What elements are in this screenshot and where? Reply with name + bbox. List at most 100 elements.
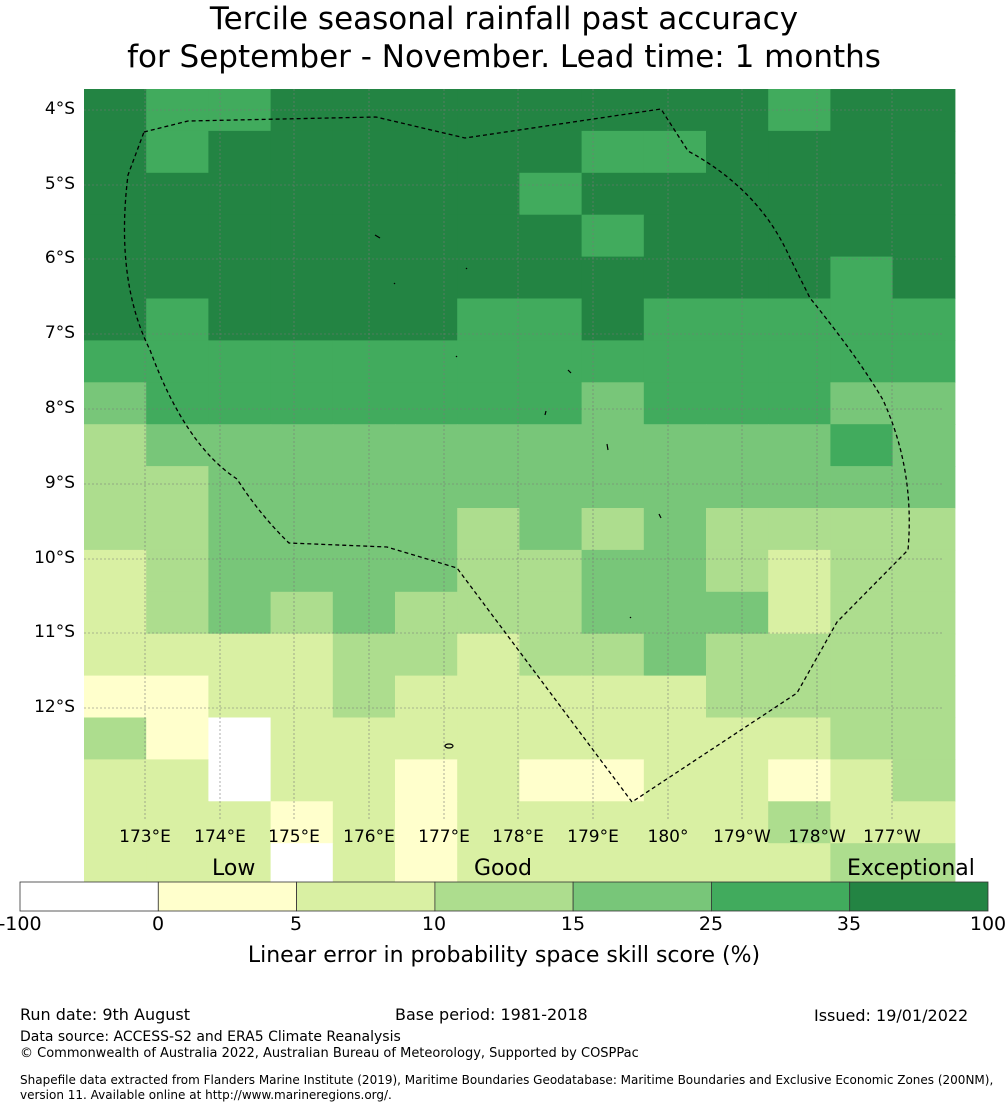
grid-cell — [892, 172, 956, 216]
grid-cell — [208, 298, 272, 341]
grid-cell — [457, 172, 520, 216]
grid-cell — [332, 633, 396, 677]
grid-cell — [146, 130, 209, 174]
grid-cell — [457, 633, 520, 677]
island — [393, 282, 396, 285]
grid-cell — [581, 801, 645, 844]
grid-cell — [706, 508, 769, 551]
legend-category-good: Good — [474, 856, 532, 881]
grid-cell — [892, 298, 956, 341]
grid-cell — [146, 298, 209, 341]
colorbar-segment — [19, 881, 159, 912]
grid-cell — [892, 130, 956, 174]
grid-cell — [84, 591, 147, 635]
data-source: Data source: ACCESS-S2 and ERA5 Climate … — [20, 1029, 401, 1045]
grid-cell — [643, 214, 707, 258]
grid-cell — [581, 214, 645, 258]
grid-cell — [581, 382, 645, 425]
grid-cell — [581, 130, 645, 174]
grid-cell — [706, 717, 769, 760]
grid-cell — [519, 591, 583, 635]
grid-cell — [706, 256, 769, 300]
grid-cell — [706, 633, 769, 677]
island — [444, 743, 454, 749]
grid-cell — [643, 172, 707, 216]
grid-cell — [643, 424, 707, 467]
island — [567, 369, 572, 374]
grid-cell — [830, 801, 894, 844]
grid-cell — [146, 717, 209, 760]
colorbar-tick: 25 — [698, 913, 724, 935]
grid-cell — [146, 801, 209, 844]
island — [629, 616, 632, 619]
grid-cell — [270, 466, 334, 509]
grid-cell — [457, 801, 520, 844]
grid-cell — [581, 466, 645, 509]
island — [544, 410, 547, 416]
grid-cell — [643, 340, 707, 383]
grid-cell — [332, 382, 396, 425]
grid-cell — [395, 508, 458, 551]
grid-cell — [457, 466, 520, 509]
grid-cell — [643, 549, 707, 593]
grid-cell — [519, 340, 583, 383]
colorbar-segment — [434, 881, 574, 912]
lon-label-180: 180° — [647, 827, 689, 847]
grid-cell — [146, 759, 209, 802]
island — [374, 234, 381, 239]
grid-cell — [270, 675, 334, 719]
lon-label-174e: 174°E — [194, 827, 246, 847]
colorbar-segment — [157, 881, 298, 912]
grid-cell — [270, 843, 334, 886]
grid-cell — [892, 591, 956, 635]
grid-cell — [84, 340, 147, 383]
grid-cell — [332, 424, 396, 467]
grid-cell — [84, 466, 147, 509]
grid-cell — [457, 424, 520, 467]
grid-cell — [830, 633, 894, 677]
grid-cell — [519, 424, 583, 467]
grid-cell — [146, 256, 209, 300]
colorbar-tick: 10 — [421, 913, 447, 935]
lat-label-9s: 9°S — [44, 473, 75, 493]
grid-cell — [581, 172, 645, 216]
grid-cell — [706, 130, 769, 174]
grid-cell — [84, 172, 147, 216]
grid-cell — [706, 298, 769, 341]
grid-cell — [892, 424, 956, 467]
grid-cell — [892, 382, 956, 425]
lat-label-8s: 8°S — [44, 398, 75, 418]
grid-cell — [892, 256, 956, 300]
shapefile-credit-line1: Shapefile data extracted from Flanders M… — [20, 1073, 994, 1087]
grid-cell — [706, 172, 769, 216]
grid-cell — [830, 424, 894, 467]
run-date: Run date: 9th August — [20, 1005, 190, 1024]
grid-cell — [643, 382, 707, 425]
grid-cell — [208, 256, 272, 300]
grid-cell — [270, 298, 334, 341]
grid-cell — [208, 759, 272, 802]
grid-cell — [768, 340, 831, 383]
grid-cell — [581, 549, 645, 593]
lon-label-178e: 178°E — [492, 827, 544, 847]
lat-label-4s: 4°S — [44, 99, 75, 119]
grid-cell — [706, 340, 769, 383]
grid-cell — [332, 172, 396, 216]
grid-cell — [768, 843, 831, 886]
grid-cell — [830, 466, 894, 509]
grid-cell — [457, 340, 520, 383]
colorbar-tick: -100 — [0, 913, 42, 935]
grid-cell — [581, 717, 645, 760]
lat-label-5s: 5°S — [44, 174, 75, 194]
lon-label-177w: 177°W — [863, 827, 921, 847]
map-title-line2: for September - November. Lead time: 1 m… — [127, 39, 881, 75]
grid-cell — [706, 801, 769, 844]
grid-cell — [457, 256, 520, 300]
grid-cell — [84, 633, 147, 677]
grid-cell — [892, 340, 956, 383]
grid-cell — [830, 508, 894, 551]
grid-cell — [208, 717, 272, 760]
grid-cell — [332, 466, 396, 509]
grid-cell — [208, 340, 272, 383]
grid-cell — [332, 340, 396, 383]
